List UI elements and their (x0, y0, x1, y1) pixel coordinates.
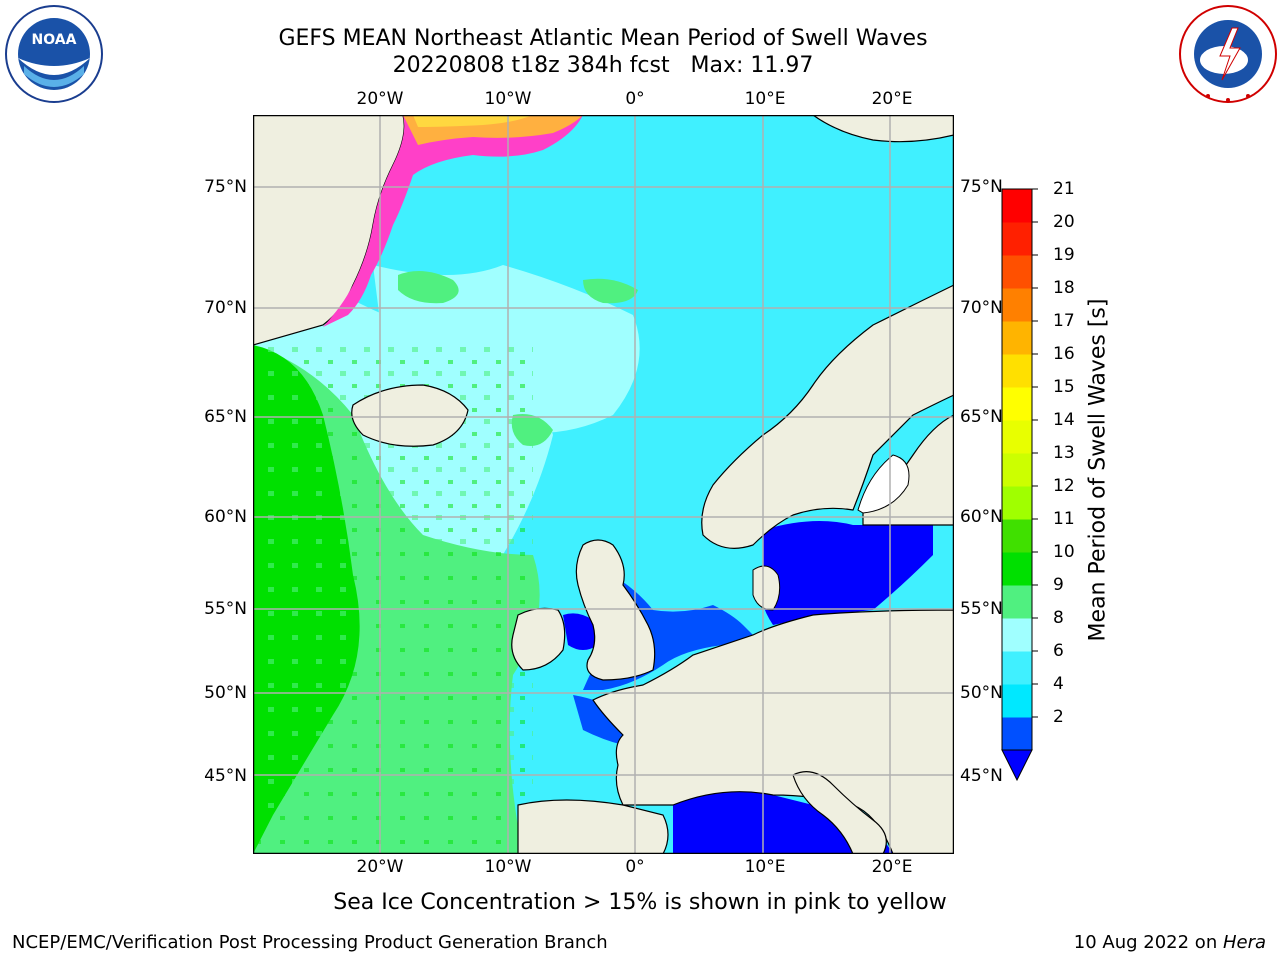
colorbar-tick-label: 20 (1053, 212, 1075, 232)
colorbar-band (1002, 354, 1032, 388)
colorbar-tick-label: 21 (1053, 179, 1075, 199)
period-9-10-blob (398, 271, 459, 304)
swell-period-map (253, 115, 954, 854)
colorbar-band (1002, 618, 1032, 652)
lat-tick-right: 60°N (960, 507, 1003, 527)
colorbar-tick-label: 10 (1053, 542, 1075, 562)
lon-tick-bottom: 10°E (744, 857, 786, 877)
footer-credit: NCEP/EMC/Verification Post Processing Pr… (12, 932, 608, 953)
lat-tick-right: 55°N (960, 599, 1003, 619)
colorbar-band (1002, 420, 1032, 454)
lat-tick-right: 65°N (960, 407, 1003, 427)
lon-tick-top: 0° (625, 89, 645, 109)
continental-europe-land (592, 609, 954, 854)
colorbar-tick-label: 17 (1053, 311, 1075, 331)
denmark-land (752, 565, 781, 611)
map-frame (253, 115, 954, 854)
lat-tick-right: 45°N (960, 766, 1003, 786)
forecast-subtitle: 20220808 t18z 384h fcst Max: 11.97 (392, 53, 814, 78)
graticule (253, 115, 954, 854)
noaa-logo-text: NOAA (32, 32, 77, 48)
lon-tick-top: 20°E (871, 89, 913, 109)
lon-tick-bottom: 10°W (484, 857, 532, 877)
colorbar-band (1002, 387, 1032, 421)
lat-tick-left: 50°N (204, 683, 247, 703)
period-under-2-med (673, 791, 893, 854)
period-9-10-blob (511, 414, 553, 446)
lat-tick-left: 60°N (204, 507, 247, 527)
colorbar-tick-label: 6 (1053, 641, 1064, 661)
footer-date: 10 Aug 2022 on Hera (1074, 932, 1266, 953)
sea-ice-edge (413, 115, 533, 127)
lat-tick-left: 55°N (204, 599, 247, 619)
lat-tick-right: 75°N (960, 177, 1003, 197)
colorbar-tick-label: 19 (1053, 245, 1075, 265)
colorbar-tick-label: 18 (1053, 278, 1075, 298)
colorbar-band (1002, 552, 1032, 586)
colorbar-tick-label: 12 (1053, 476, 1075, 496)
lat-tick-left: 75°N (204, 177, 247, 197)
nws-logo (1179, 5, 1277, 103)
chart-title: GEFS MEAN Northeast Atlantic Mean Period… (278, 26, 928, 51)
colorbar (1001, 188, 1038, 782)
colorbar-tick-label: 13 (1053, 443, 1075, 463)
italy-land (792, 771, 887, 854)
footer-host: Hera (1222, 932, 1266, 953)
colorbar-band (1002, 717, 1032, 751)
colorbar-tick-label: 4 (1053, 674, 1064, 694)
noaa-logo: NOAA (5, 5, 103, 103)
lon-tick-bottom: 20°W (356, 857, 404, 877)
colorbar-tick-label: 15 (1053, 377, 1075, 397)
lat-tick-left: 45°N (204, 766, 247, 786)
colorbar-tick-label: 16 (1053, 344, 1075, 364)
colorbar-band (1002, 486, 1032, 520)
iberia-land (517, 799, 669, 854)
lat-tick-right: 50°N (960, 683, 1003, 703)
colorbar-band (1002, 651, 1032, 685)
lon-tick-top: 10°W (484, 89, 532, 109)
lon-tick-top: 10°E (744, 89, 786, 109)
colorbar-band (1002, 222, 1032, 256)
colorbar-band (1002, 585, 1032, 619)
gulf-of-bothnia-unshaded (857, 454, 910, 514)
colorbar-frame (1001, 188, 1033, 751)
iceland-land (351, 384, 469, 447)
colorbar-band (1002, 255, 1032, 289)
colorbar-band (1002, 321, 1032, 355)
lon-tick-bottom: 20°E (871, 857, 913, 877)
lat-tick-left: 65°N (204, 407, 247, 427)
colorbar-title: Mean Period of Swell Waves [s] (1085, 298, 1111, 642)
colorbar-band (1002, 453, 1032, 487)
colorbar-tick-label: 8 (1053, 608, 1064, 628)
colorbar-underflow-arrow (1001, 749, 1033, 782)
colorbar-tick-label: 11 (1053, 509, 1075, 529)
lon-tick-top: 20°W (356, 89, 404, 109)
lon-tick-bottom: 0° (625, 857, 645, 877)
colorbar-band (1002, 288, 1032, 322)
colorbar-tick-label: 14 (1053, 410, 1075, 430)
sea-ice-margin (323, 115, 583, 327)
sea-ice-note: Sea Ice Concentration > 15% is shown in … (333, 890, 947, 915)
colorbar-tick-label: 9 (1053, 575, 1064, 595)
colorbar-band (1002, 684, 1032, 718)
colorbar-band (1002, 189, 1032, 223)
lat-tick-left: 70°N (204, 298, 247, 318)
period-under-2-irish-sea (563, 613, 598, 650)
colorbar-band (1002, 519, 1032, 553)
period-9-10-blob (583, 278, 638, 304)
svalbard-land (811, 115, 954, 143)
lat-tick-right: 70°N (960, 298, 1003, 318)
footer-date-text: 10 Aug 2022 on (1073, 932, 1223, 953)
colorbar-tick-label: 2 (1053, 707, 1064, 727)
